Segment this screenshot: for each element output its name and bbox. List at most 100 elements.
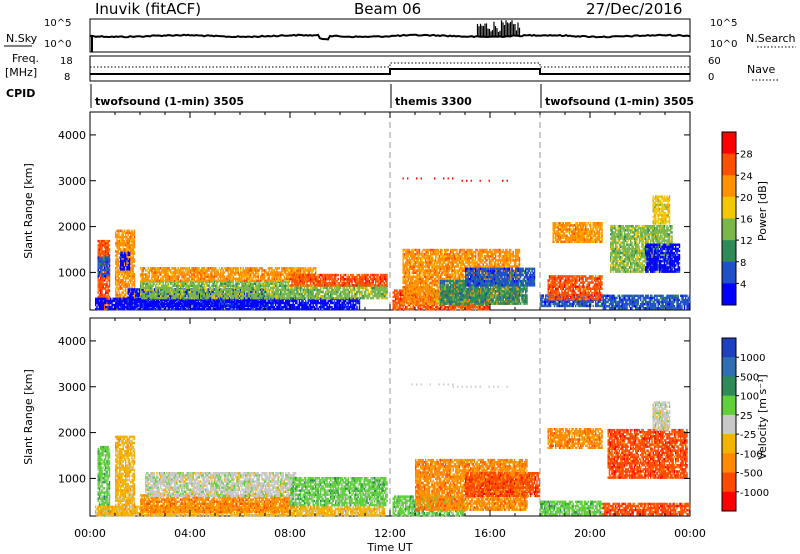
echo-cell [175,302,177,306]
echo-cell [177,292,179,296]
echo-cell [145,296,147,300]
echo-cell [333,301,336,305]
echo-cell [295,305,297,309]
echo-cell [121,299,123,303]
echo-cell [186,267,188,270]
echo-cell [178,301,181,305]
echo-cell [106,289,108,292]
echo-cell [111,301,113,305]
echo-cell [320,297,322,301]
echo-cell [287,303,289,307]
echo-cell [232,307,234,311]
echo-cell [158,288,161,292]
echo-cell [198,286,201,290]
echo-cell [352,286,354,290]
echo-cell [217,280,219,283]
echo-cell [108,277,111,280]
echo-cell [276,296,278,300]
echo-cell [186,302,188,306]
echo-cell [133,241,136,245]
echo-cell [120,266,122,269]
echo-cell [226,275,228,278]
echo-cell [292,280,294,283]
echo-cell [315,288,317,292]
echo-cell [138,294,141,297]
echo-cell [96,299,98,303]
beam-title: Beam 06 [354,0,421,18]
echo-cell [168,296,171,300]
echo-cell [220,271,222,274]
echo-cell [193,277,196,280]
echo-cell [298,284,301,288]
echo-cell [207,307,209,311]
echo-cell [248,290,251,294]
echo-cell [196,271,198,274]
echo-cell [270,282,272,285]
echo-cell [268,288,271,292]
echo-cell [303,292,306,296]
echo-cell [312,267,314,270]
echo-cell [186,304,188,308]
echo-cell [237,286,239,290]
echo-cell [326,301,328,305]
echo-cell [163,279,166,282]
echo-cell [243,284,246,288]
echo-cell [315,303,317,307]
echo-cell [300,296,302,300]
echo-cell [97,252,99,255]
echo-cell [121,297,123,301]
echo-cell [101,283,103,286]
echo-cell [183,282,186,285]
echo-cell [257,288,259,292]
echo-cell [337,303,339,307]
echo-cell [157,284,159,288]
echo-cell [113,299,116,303]
echo-cell [98,279,101,282]
echo-cell [126,257,128,261]
echo-cell [117,239,119,243]
echo-cell [340,294,342,298]
echo-cell [206,284,208,288]
echo-cell [227,288,229,292]
echo-cell [238,300,241,304]
echo-cell [213,300,216,304]
echo-cell [142,298,144,301]
echo-cell [196,273,198,276]
echo-cell [237,267,239,270]
echo-cell [336,307,338,311]
echo-cell [108,279,111,282]
echo-cell [105,305,107,309]
echo-cell [193,288,196,292]
echo-cell [228,279,231,282]
echo-cell [215,300,217,304]
echo-cell [163,284,166,288]
echo-cell [233,277,236,280]
echo-cell [247,273,249,276]
echo-cell [176,290,178,294]
echo-cell [172,284,174,288]
echo-cell [118,291,121,294]
echo-cell [238,292,241,295]
echo-cell [98,307,101,311]
echo-cell [98,252,101,255]
echo-cell [238,288,241,292]
echo-cell [336,292,338,296]
echo-cell [153,279,156,282]
echo-cell [348,290,351,294]
echo-cell [116,258,118,261]
echo-cell [266,273,268,276]
echo-cell [152,296,154,300]
echo-cell [248,292,251,296]
echo-cell [192,296,194,300]
echo-cell [135,294,137,297]
echo-cell [263,292,266,296]
echo-cell [317,292,319,296]
echo-cell [123,274,126,278]
echo-cell [271,282,273,285]
echo-cell [326,290,328,294]
echo-cell [202,269,204,272]
echo-cell [135,305,137,309]
echo-cell [126,272,128,276]
echo-cell [318,296,321,300]
